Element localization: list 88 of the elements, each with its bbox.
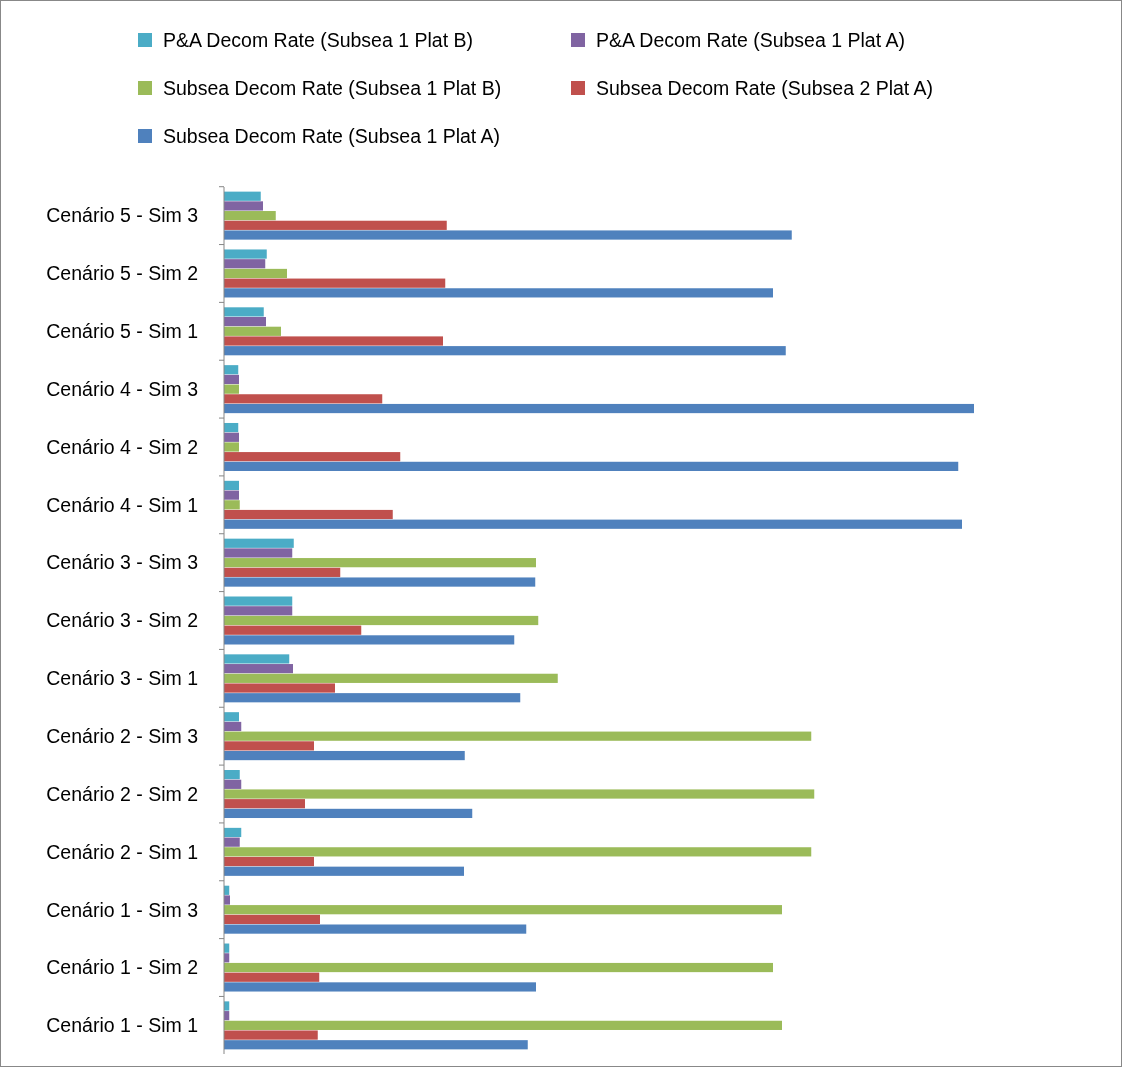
bar [224, 693, 521, 703]
bar [224, 548, 293, 558]
bar [224, 596, 293, 606]
y-tick-label: Cenário 5 - Sim 1 [46, 320, 198, 343]
bar [224, 538, 294, 548]
bar [224, 856, 314, 867]
bar [224, 288, 773, 298]
bar [224, 827, 242, 838]
y-tick-label: Cenário 2 - Sim 2 [46, 782, 198, 805]
bar [224, 201, 263, 211]
bar [224, 731, 812, 741]
bar [224, 452, 401, 462]
bar [224, 259, 266, 269]
bar [224, 230, 792, 240]
bar [224, 837, 240, 847]
bar [224, 770, 240, 780]
bar [224, 490, 239, 500]
bar [224, 799, 305, 809]
bar [224, 866, 464, 876]
bar [224, 191, 261, 201]
legend-label: P&A Decom Rate (Subsea 1 Plat B) [163, 28, 473, 51]
bar [224, 374, 239, 385]
bar [224, 673, 558, 683]
bar [224, 712, 239, 722]
bar [224, 500, 240, 510]
legend-label: P&A Decom Rate (Subsea 1 Plat A) [596, 28, 905, 51]
y-tick-label: Cenário 3 - Sim 3 [46, 551, 198, 574]
bar [224, 972, 320, 982]
bar [224, 211, 276, 221]
bar [224, 924, 527, 934]
bar [224, 403, 974, 414]
legend-label: Subsea Decom Rate (Subsea 1 Plat A) [163, 124, 501, 147]
bar [224, 895, 230, 905]
bar [224, 384, 239, 394]
bar [224, 346, 786, 356]
bar [224, 1030, 318, 1040]
y-tick-label: Cenário 2 - Sim 3 [46, 725, 198, 747]
bar [224, 432, 239, 442]
bar [224, 741, 314, 751]
bar [224, 789, 815, 799]
y-tick-label: Cenário 3 - Sim 2 [46, 609, 198, 632]
bar [224, 461, 959, 471]
bar [224, 905, 782, 915]
bar [224, 336, 443, 346]
bar [224, 480, 239, 491]
legend-label: Subsea Decom Rate (Subsea 2 Plat A) [596, 76, 934, 99]
bar [224, 278, 446, 288]
y-tick-label: Cenário 4 - Sim 1 [46, 493, 198, 516]
y-tick-label: Cenário 4 - Sim 2 [46, 435, 198, 458]
bar [224, 317, 266, 327]
y-tick-label: Cenário 1 - Sim 2 [46, 956, 198, 979]
bar [224, 1040, 528, 1050]
bar [224, 962, 773, 973]
bar [224, 808, 473, 819]
bar [224, 558, 536, 568]
bar [224, 394, 383, 404]
bar [224, 577, 536, 587]
y-tick-label: Cenário 3 - Sim 1 [46, 667, 198, 690]
bar [224, 220, 447, 230]
y-tick-label: Cenário 1 - Sim 1 [46, 1014, 198, 1037]
bar [224, 914, 320, 924]
bar [224, 721, 242, 732]
bar [224, 326, 281, 336]
bar [224, 664, 293, 674]
y-tick-label: Cenário 5 - Sim 3 [46, 204, 198, 227]
bar [224, 625, 362, 635]
bar [224, 567, 341, 577]
bar [224, 779, 242, 789]
bar [224, 442, 239, 452]
legend-label: Subsea Decom Rate (Subsea 1 Plat B) [163, 76, 502, 99]
y-tick-label: Cenário 5 - Sim 2 [46, 262, 198, 285]
bar [224, 606, 293, 616]
bar [224, 249, 267, 259]
y-tick-label: Cenário 1 - Sim 3 [46, 898, 198, 921]
bar [224, 509, 393, 520]
y-tick-label: Cenário 4 - Sim 3 [46, 377, 198, 400]
bar [224, 268, 287, 279]
bar [224, 307, 264, 317]
bar [224, 635, 515, 645]
bar [224, 683, 335, 693]
y-tick-label: Cenário 2 - Sim 1 [46, 840, 198, 863]
bar [224, 654, 290, 664]
bar [224, 847, 812, 857]
bar [224, 519, 962, 529]
bar [224, 750, 465, 761]
bar [224, 982, 536, 992]
bar [224, 615, 539, 626]
bar [224, 1020, 782, 1030]
